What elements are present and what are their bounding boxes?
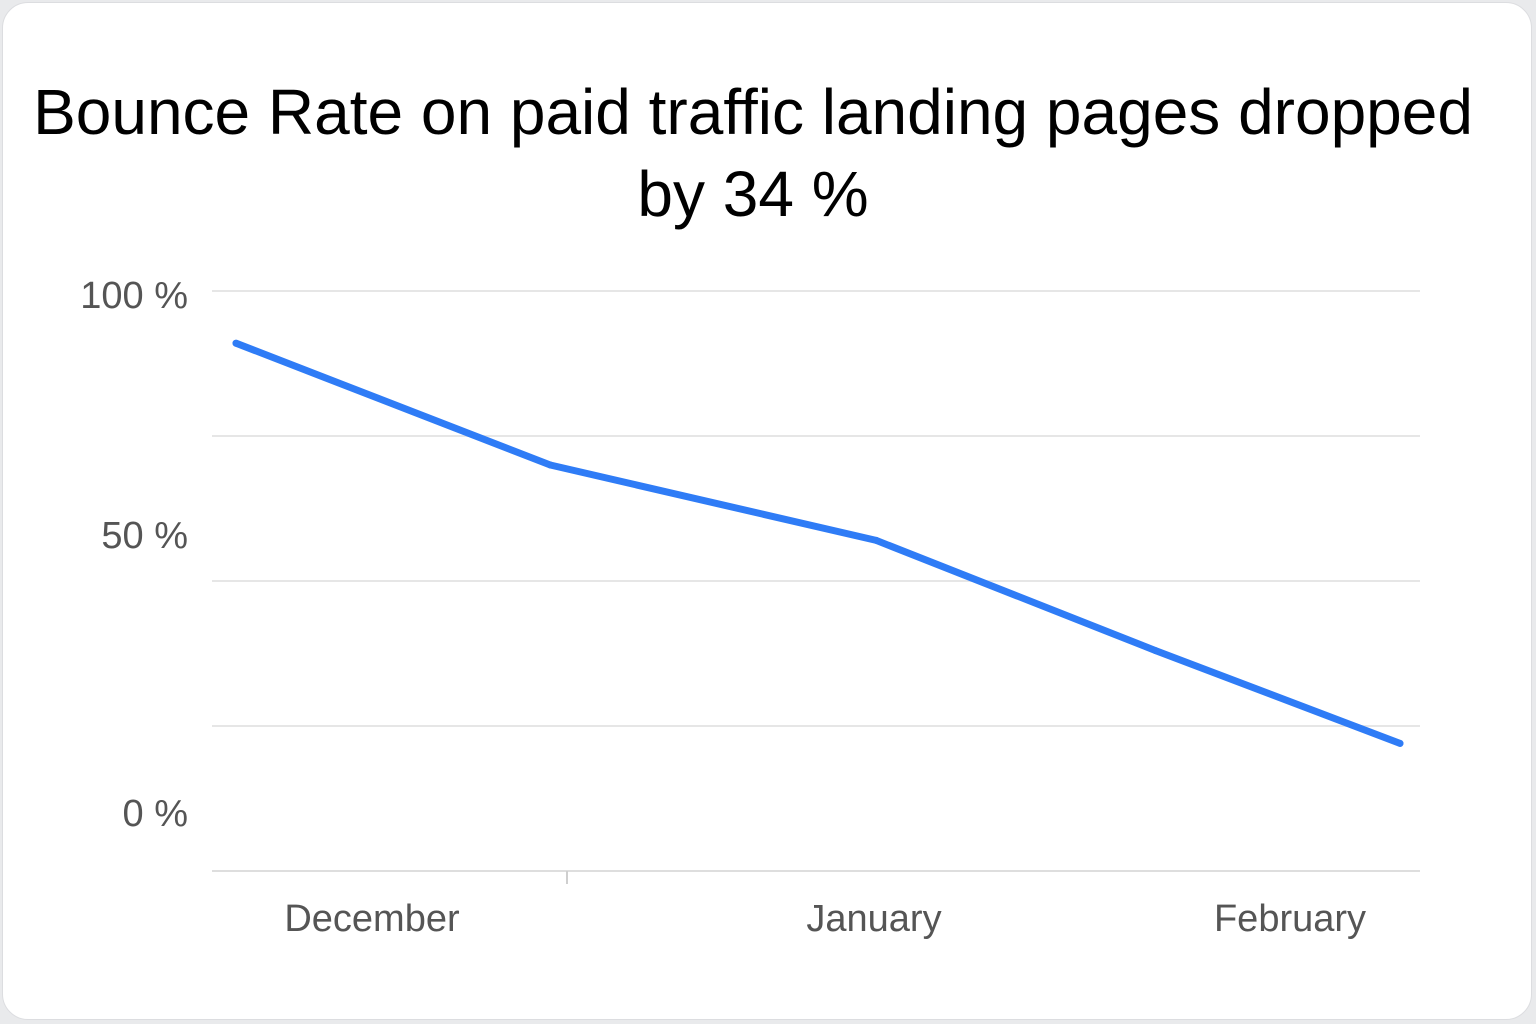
data-point (1152, 647, 1160, 655)
x-tick-label: February (1214, 898, 1366, 940)
series-line (232, 339, 1404, 747)
chart-title: Bounce Rate on paid traffic landing page… (33, 76, 1473, 230)
x-tick-label: January (806, 898, 941, 940)
x-tick-label: December (284, 898, 460, 940)
data-point (1396, 739, 1404, 747)
data-point (546, 461, 554, 469)
y-tick-label: 50 % (101, 515, 188, 557)
y-tick-label: 0 % (123, 793, 188, 835)
data-point (232, 339, 240, 347)
y-tick-label: 100 % (80, 275, 188, 317)
data-point (872, 536, 880, 544)
